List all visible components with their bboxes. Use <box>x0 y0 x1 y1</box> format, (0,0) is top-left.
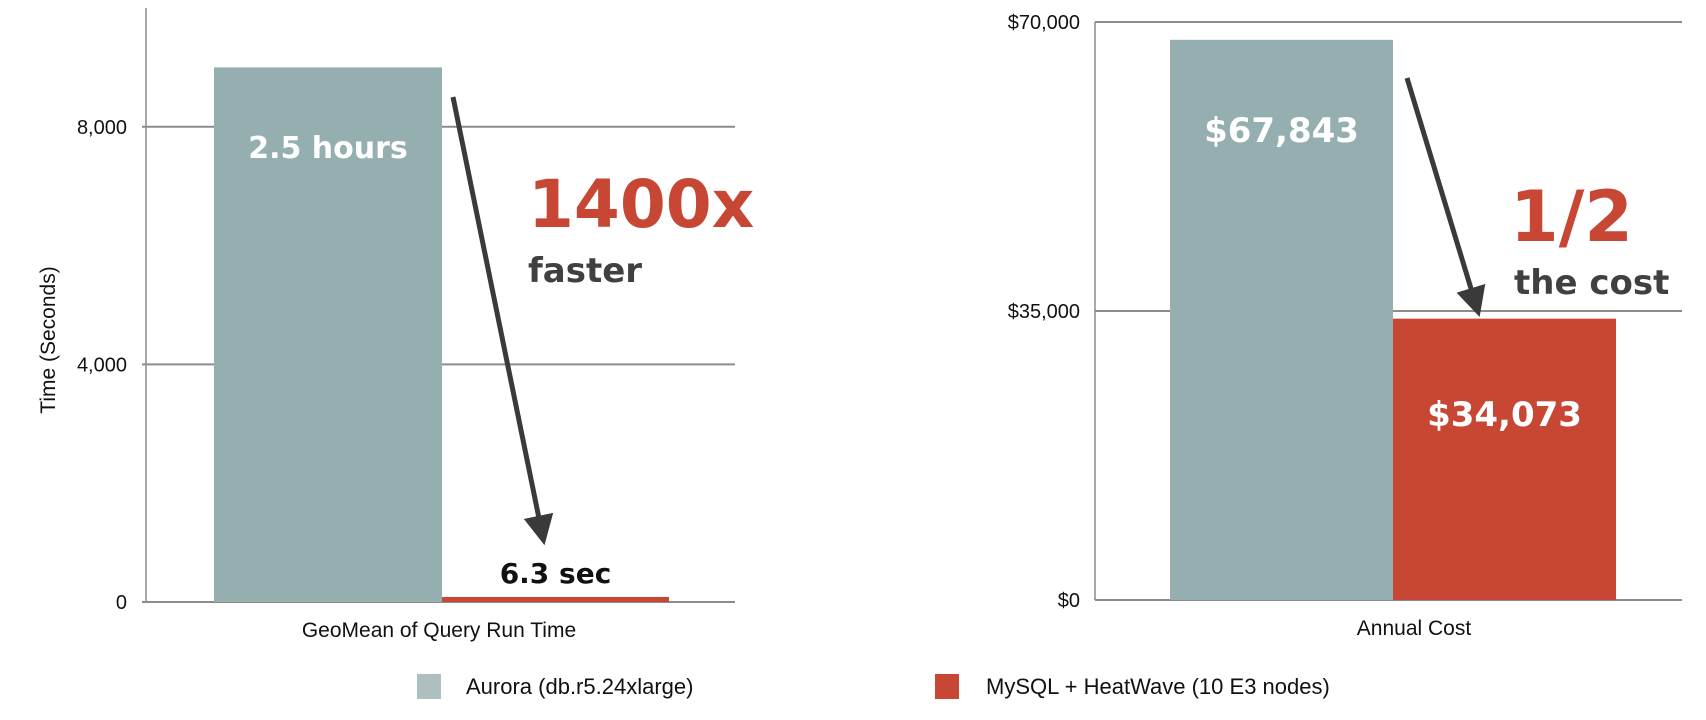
annual-cost-arrow <box>1404 77 1486 317</box>
query-time-arrow <box>450 96 554 546</box>
legend: Aurora (db.r5.24xlarge) MySQL + HeatWave… <box>417 674 1330 699</box>
query-time-data-labels: 2.5 hours 6.3 sec <box>248 131 611 590</box>
annual-cost-y-tick-label: $70,000 <box>1008 12 1080 34</box>
legend-swatch-aurora <box>417 674 441 699</box>
legend-label-heatwave: MySQL + HeatWave (10 E3 nodes) <box>986 674 1330 699</box>
annual-cost-data-label: $67,843 <box>1204 111 1359 151</box>
query-time-chart: 0 4,000 8,000 Time (Seconds) 2.5 hours 6.3 … <box>37 8 754 642</box>
annual-cost-y-tick-label: $35,000 <box>1008 301 1080 323</box>
annual-cost-y-ticks: $0 $35,000 $70,000 <box>1008 12 1080 612</box>
annual-cost-bar-heatwave <box>1393 318 1616 600</box>
query-time-y-ticks: 0 4,000 8,000 <box>77 117 127 614</box>
speedup-callout-text: faster <box>528 251 642 291</box>
query-time-y-tick-label: 0 <box>116 592 127 614</box>
cost-callout-text: the cost <box>1514 263 1669 303</box>
annual-cost-y-tick-label: $0 <box>1058 590 1080 612</box>
annual-cost-chart: $0 $35,000 $70,000 $67,843 $34,073 Annual C… <box>1008 12 1682 640</box>
query-time-data-label: 2.5 hours <box>248 131 408 166</box>
annual-cost-bars <box>1170 39 1616 600</box>
annual-cost-x-axis-title: Annual Cost <box>1357 617 1472 640</box>
query-time-bar-aurora <box>214 67 442 602</box>
legend-swatch-heatwave <box>935 674 959 699</box>
query-time-bar-heatwave <box>442 597 669 602</box>
query-time-y-tick-label: 4,000 <box>77 354 127 376</box>
query-time-bars <box>214 67 669 602</box>
annual-cost-data-labels: $67,843 $34,073 <box>1204 111 1582 435</box>
cost-callout: 1/2 <box>1510 176 1633 258</box>
query-time-x-axis-title: GeoMean of Query Run Time <box>302 619 576 642</box>
query-time-y-tick-label: 8,000 <box>77 117 127 139</box>
annual-cost-data-label: $34,073 <box>1427 395 1582 435</box>
query-time-data-label: 6.3 sec <box>500 557 612 590</box>
legend-label-aurora: Aurora (db.r5.24xlarge) <box>466 674 693 699</box>
annual-cost-bar-aurora <box>1170 39 1393 600</box>
query-time-y-axis-title: Time (Seconds) <box>37 266 60 413</box>
speedup-callout: 1400x <box>528 166 754 243</box>
